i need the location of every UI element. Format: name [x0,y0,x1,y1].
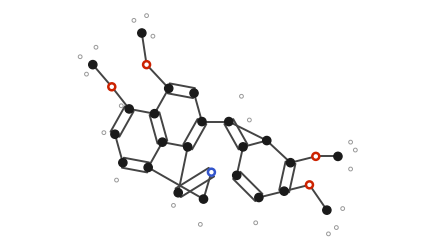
Circle shape [354,148,357,152]
Circle shape [108,83,115,90]
Circle shape [263,137,271,145]
Circle shape [327,232,330,236]
Circle shape [85,72,88,76]
Circle shape [341,207,345,210]
Circle shape [306,181,313,188]
Circle shape [239,143,247,151]
Circle shape [151,34,155,38]
Circle shape [158,138,167,146]
Circle shape [334,152,342,161]
Circle shape [199,195,207,203]
Circle shape [143,61,150,68]
Circle shape [150,110,158,118]
Circle shape [323,206,331,214]
Circle shape [334,226,338,229]
Circle shape [184,143,192,151]
Circle shape [174,189,182,197]
Circle shape [145,14,149,18]
Circle shape [190,89,198,97]
Circle shape [208,169,215,176]
Circle shape [199,222,202,226]
Circle shape [255,193,263,202]
Circle shape [225,117,233,126]
Circle shape [286,159,295,167]
Circle shape [102,131,106,135]
Circle shape [254,221,258,225]
Circle shape [349,140,352,144]
Circle shape [119,159,127,167]
Circle shape [89,60,97,69]
Circle shape [111,130,119,138]
Circle shape [164,84,173,92]
Circle shape [78,55,82,59]
Circle shape [312,153,319,160]
Circle shape [198,117,206,126]
Circle shape [115,178,118,182]
Circle shape [248,118,251,122]
Circle shape [125,105,133,113]
Circle shape [132,18,136,22]
Circle shape [280,187,288,195]
Circle shape [349,167,352,171]
Circle shape [94,45,98,49]
Circle shape [233,171,241,180]
Circle shape [172,204,176,207]
Circle shape [239,94,243,98]
Circle shape [119,104,123,108]
Circle shape [138,29,146,37]
Circle shape [144,163,152,172]
